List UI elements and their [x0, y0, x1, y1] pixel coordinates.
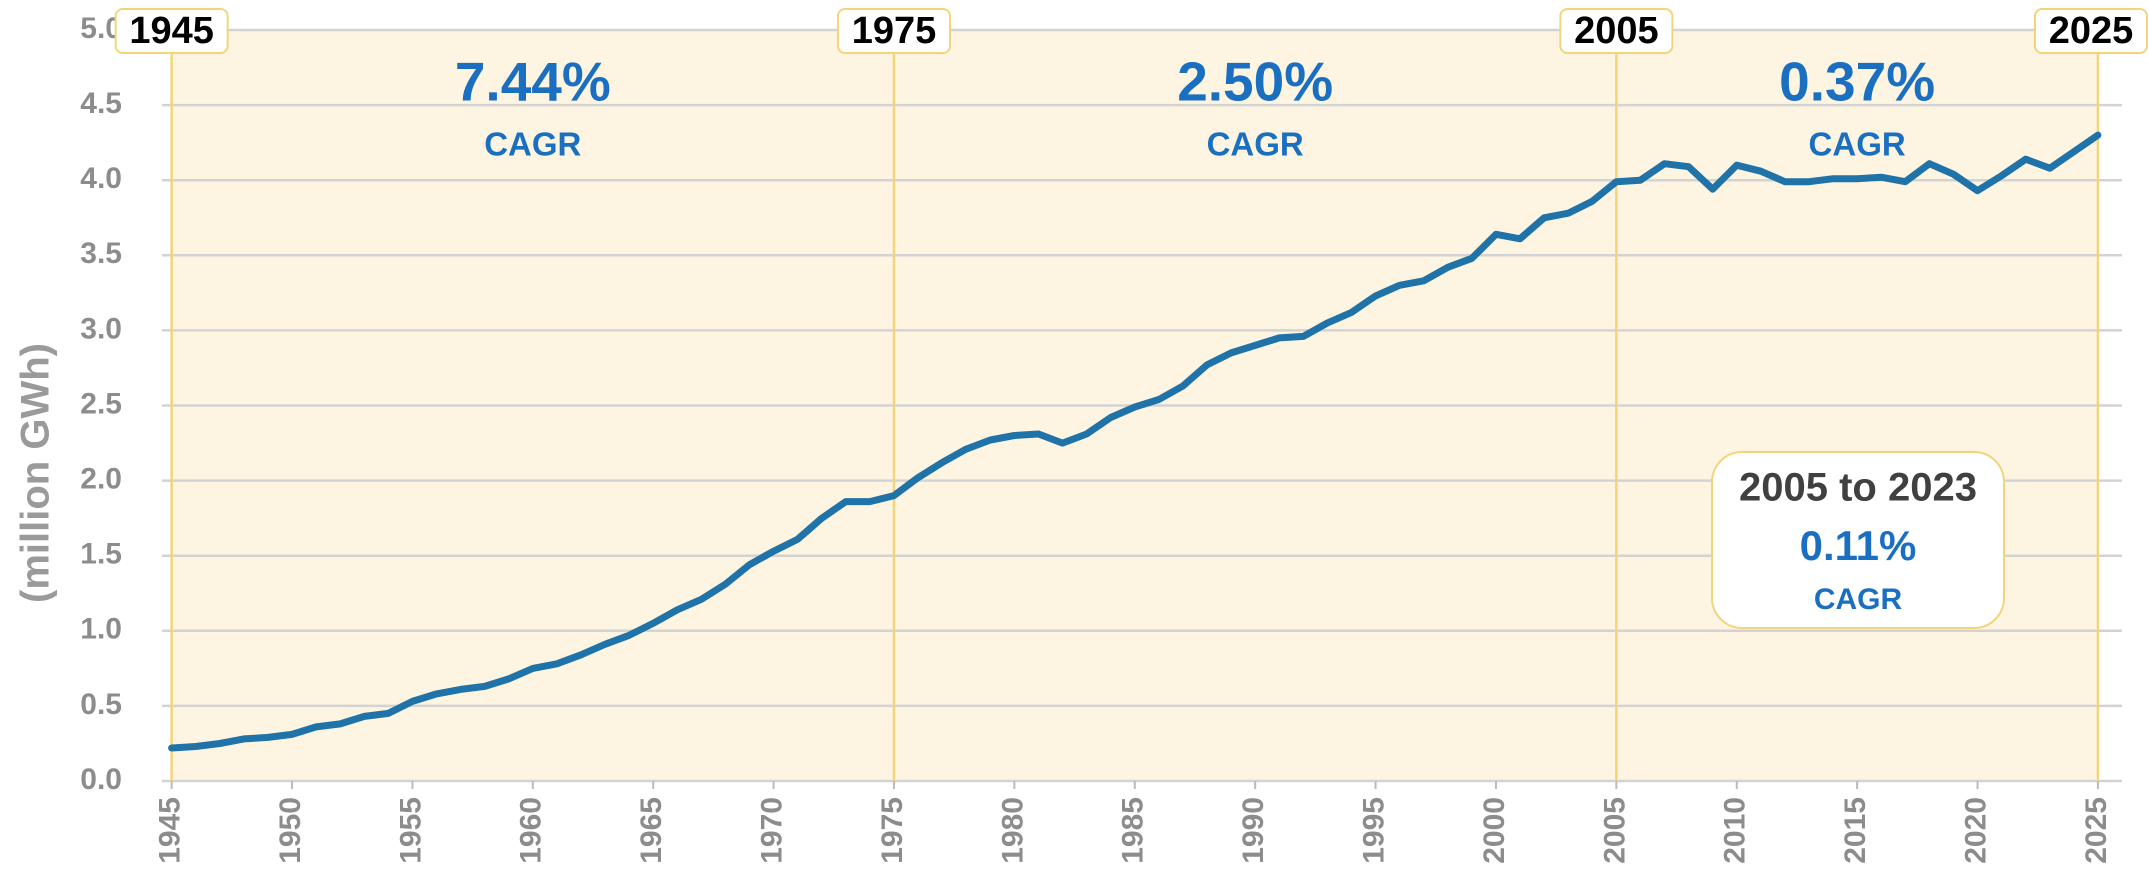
period-marker-box	[2034, 8, 2148, 54]
y-axis-label: (million GWh)	[14, 343, 58, 603]
period-cagr: 0.37%	[1779, 51, 1935, 113]
y-tick-label: 0.5	[80, 688, 122, 721]
x-tick-label: 1985	[1117, 797, 1150, 864]
x-tick-label: 1990	[1237, 797, 1270, 864]
period-marker-label: 1945	[129, 10, 214, 52]
y-tick-label: 3.0	[80, 312, 122, 345]
period-marker-box	[114, 8, 229, 54]
y-tick-label: 4.5	[80, 87, 122, 120]
inset-cagr: 0.11%	[1800, 522, 1917, 569]
period-cagr-sub: CAGR	[1207, 126, 1304, 163]
x-tick-label: 1945	[154, 797, 187, 864]
y-tick-label: 0.0	[80, 763, 122, 796]
y-tick-label: 3.5	[80, 237, 122, 270]
period-cagr: 2.50%	[1177, 51, 1333, 113]
period-marker-box	[836, 8, 951, 54]
period-marker-box	[1559, 8, 1674, 54]
y-tick-label: 2.0	[80, 463, 122, 496]
x-tick-label: 2015	[1839, 797, 1872, 864]
data-line	[168, 131, 2102, 752]
x-tick-label: 1965	[635, 797, 668, 864]
x-tick-label: 1960	[515, 797, 548, 864]
x-tick-label: 1955	[394, 797, 427, 864]
period-cagr-sub: CAGR	[484, 126, 581, 163]
y-tick-label: 2.5	[80, 387, 122, 420]
inset-box	[1711, 451, 2005, 629]
period-marker-label: 1975	[852, 10, 937, 52]
period-marker-label: 2025	[2049, 10, 2134, 52]
period-cagr: 7.44%	[455, 51, 611, 113]
period-marker-label: 2005	[1574, 10, 1659, 52]
x-tick-label: 1980	[996, 797, 1029, 864]
x-tick-label: 1970	[756, 797, 789, 864]
x-tick-label: 2020	[1959, 797, 1992, 864]
inset-title: 2005 to 2023	[1739, 466, 1977, 510]
x-tick-label: 1975	[876, 797, 909, 864]
x-tick-label: 2010	[1719, 797, 1752, 864]
x-tick-label: 2000	[1478, 797, 1511, 864]
x-tick-label: 1950	[274, 797, 307, 864]
y-tick-label: 4.0	[80, 162, 122, 195]
period-cagr-sub: CAGR	[1809, 126, 1906, 163]
y-tick-label: 1.0	[80, 613, 122, 646]
x-tick-label: 2005	[1598, 797, 1631, 864]
y-tick-label: 1.5	[80, 538, 122, 571]
x-tick-label: 1995	[1357, 797, 1390, 864]
x-tick-label: 2025	[2080, 797, 2113, 864]
inset-cagr-sub: CAGR	[1814, 583, 1903, 616]
